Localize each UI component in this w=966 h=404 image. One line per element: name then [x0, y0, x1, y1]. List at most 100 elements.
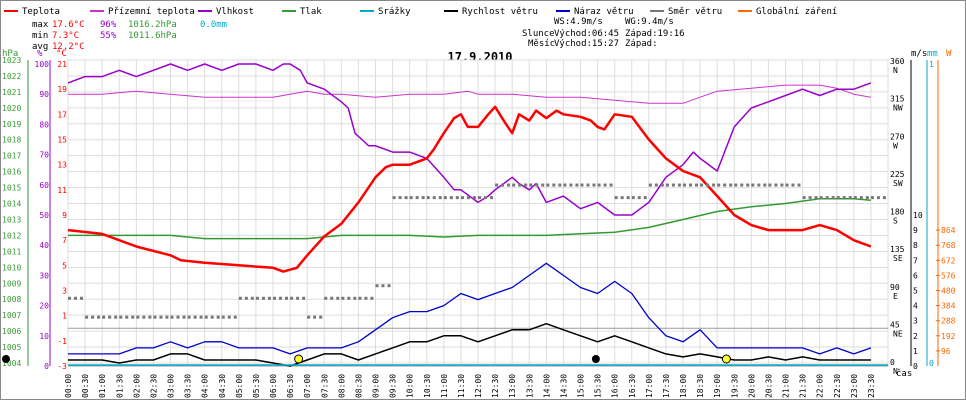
stat-max-rain: 0.0mm [200, 20, 227, 30]
left-axes: 1023102210211020101910181017101610151014… [2, 56, 67, 371]
stat-max-press: 1016.2hPa [128, 20, 177, 30]
wind-dir-dot [438, 196, 442, 200]
wind-dir-dot [426, 196, 430, 200]
wind-dir-dot [91, 315, 95, 319]
deg-tick-label: 90 [890, 283, 900, 292]
time-tick-label: 12:30 [491, 374, 500, 398]
percent-tick-label: 60 [39, 181, 49, 190]
hpa-tick-label: 1017 [2, 152, 21, 161]
percent-tick-label: 100 [35, 60, 50, 69]
wind-dir-dot [136, 315, 140, 319]
hpa-tick-label: 1012 [2, 231, 21, 240]
wind-dir-dot [808, 196, 812, 200]
info-sun-label: Slunce [522, 29, 555, 39]
stat-max-hum: 96% [100, 20, 117, 30]
wind-dir-dot [330, 296, 334, 300]
wind-dir-dot [751, 183, 755, 187]
axis-ms-label: m/s [911, 49, 927, 59]
time-tick-label: 03:30 [184, 374, 193, 398]
hpa-tick-label: 1014 [2, 200, 21, 209]
dir-tick-label: SW [893, 179, 903, 188]
percent-tick-label: 40 [39, 241, 49, 250]
info-moon-label: Měsíc [528, 39, 555, 49]
wind-dir-dot [398, 196, 402, 200]
wind-dir-dot [876, 196, 880, 200]
celsius-tick-label: 1 [62, 312, 67, 321]
wind-dir-dot [421, 196, 425, 200]
stat-min-temp: 7.3°C [52, 31, 79, 41]
time-tick-label: 00:30 [81, 374, 90, 398]
deg-tick-label: 315 [890, 95, 905, 104]
time-tick-label: 20:00 [747, 374, 756, 398]
ms-tick-label: 2 [913, 332, 918, 341]
deg-tick-label: 180 [890, 208, 905, 217]
wind-dir-dot [580, 183, 584, 187]
wind-dir-dot [443, 196, 447, 200]
wind-dir-dot [227, 315, 231, 319]
wind-dir-dot [757, 183, 761, 187]
wind-dir-dot [597, 183, 601, 187]
wind-dir-dot [842, 196, 846, 200]
dir-tick-label: SE [893, 254, 903, 263]
wind-dir-dot [165, 315, 169, 319]
hpa-tick-label: 1007 [2, 311, 21, 320]
celsius-tick-label: -1 [57, 337, 67, 346]
dir-tick-label: NW [893, 104, 903, 113]
wind-dir-dot [125, 315, 129, 319]
info-block: WS:4.9m/s WG:9.4m/s Slunce Východ:06:45 … [522, 17, 685, 49]
dir-tick-label: W [893, 141, 898, 150]
right-axes: 109876543210360N315NW270W225SW180S135SE9… [890, 57, 956, 376]
series-pressure [68, 197, 871, 240]
wind-dir-dot [671, 183, 675, 187]
w-tick-label: 384 [941, 302, 956, 311]
ms-tick-label: 7 [913, 256, 918, 265]
series-temperature [67, 105, 872, 273]
wind-dir-dot [780, 183, 784, 187]
wind-dir-dot [512, 183, 516, 187]
hpa-tick-label: 1023 [2, 56, 21, 65]
wind-dir-dot [238, 296, 242, 300]
hpa-tick-label: 1021 [2, 88, 21, 97]
time-tick-label: 05:00 [235, 374, 244, 398]
celsius-tick-label: 19 [57, 85, 67, 94]
wind-dir-dot [97, 315, 101, 319]
time-tick-label: 16:00 [611, 374, 620, 398]
time-tick-label: 15:00 [577, 374, 586, 398]
dir-tick-label: S [893, 217, 898, 226]
time-tick-label: 02:00 [132, 374, 141, 398]
wind-dir-dot [261, 296, 265, 300]
time-tick-label: 04:00 [201, 374, 210, 398]
wind-dir-dot [279, 296, 282, 300]
time-tick-label: 13:00 [508, 374, 517, 398]
wind-dir-dot [586, 183, 590, 187]
legend-label: Globální záření [756, 7, 837, 17]
time-tick-label: 12:00 [474, 374, 483, 398]
time-tick-label: 00:00 [64, 374, 73, 398]
time-tick-label: 21:30 [799, 374, 808, 398]
wind-dir-dot [706, 183, 710, 187]
stat-avg-label: avg [32, 42, 48, 52]
wind-dir-dot [740, 183, 744, 187]
wind-dir-dot [626, 196, 630, 200]
time-tick-label: 10:00 [406, 374, 415, 398]
time-tick-label: 11:30 [457, 374, 466, 398]
wind-dir-dot [478, 196, 481, 200]
time-tick-label: 20:30 [764, 374, 773, 398]
wind-dir-dot [695, 183, 698, 187]
wind-dir-dot [865, 196, 869, 200]
ms-tick-label: 3 [913, 317, 918, 326]
wind-dir-dot [68, 296, 71, 300]
time-tick-label: 18:30 [696, 374, 705, 398]
time-tick-label: 10:30 [423, 374, 432, 398]
wind-dir-dot [415, 196, 419, 200]
dir-tick-label: E [893, 292, 898, 301]
wind-dir-dot [734, 183, 738, 187]
wind-dir-dot [347, 296, 351, 300]
plot-area: 1023102210211020101910181017101610151014… [2, 56, 956, 398]
wind-dir-dot [353, 296, 357, 300]
wind-dir-dot [250, 296, 254, 300]
wind-dir-dot [472, 196, 476, 200]
wind-dir-dot [460, 196, 464, 200]
wind-dir-dot [204, 315, 208, 319]
